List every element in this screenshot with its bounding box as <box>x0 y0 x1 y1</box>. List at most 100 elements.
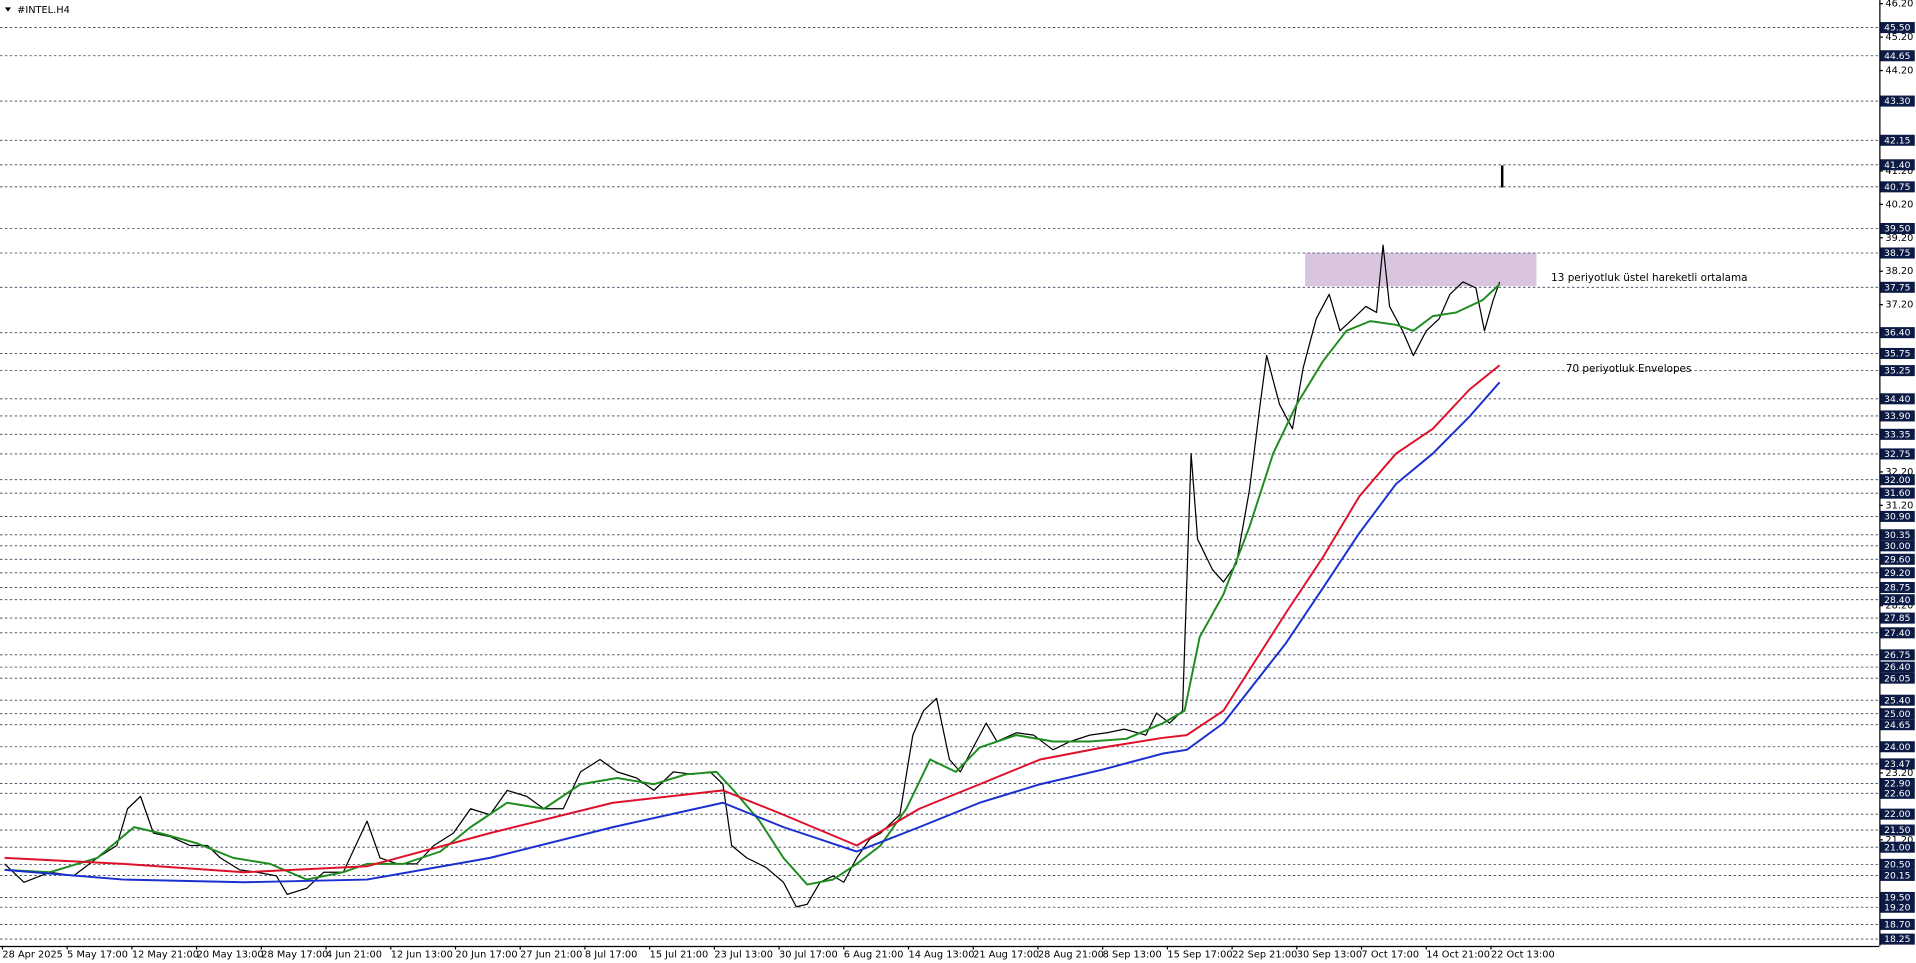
level-label: 25.40 <box>1884 695 1910 706</box>
level-label-box <box>1880 22 1915 34</box>
annotation: 70 periyotluk Envelopes <box>1566 363 1692 375</box>
level-label: 29.60 <box>1884 554 1910 565</box>
level-label-box <box>1880 869 1915 881</box>
level-label: 19.50 <box>1884 893 1910 904</box>
y-tick-label: 31.20 <box>1885 500 1913 511</box>
level-label: 42.15 <box>1884 135 1910 146</box>
level-label: 37.75 <box>1884 282 1910 293</box>
x-tick-label: 4 Jun 21:00 <box>326 949 382 960</box>
y-tick-label: 32.20 <box>1885 467 1913 478</box>
chart-title: #INTEL.H4 <box>17 5 70 16</box>
level-label: 26.75 <box>1884 650 1910 661</box>
x-tick-label: 14 Aug 13:00 <box>909 949 975 960</box>
level-label-box <box>1880 787 1915 799</box>
x-tick-label: 21 Aug 17:00 <box>973 949 1039 960</box>
y-tick-label: 28.20 <box>1885 601 1913 612</box>
level-label: 35.25 <box>1884 366 1910 377</box>
level-label: 18.70 <box>1884 920 1910 931</box>
level-label: 21.00 <box>1884 842 1910 853</box>
marks-layer <box>4 244 1501 908</box>
x-tick-label: 12 May 21:00 <box>132 949 199 960</box>
x-tick-label: 28 Apr 2025 <box>2 949 62 960</box>
level-label: 33.35 <box>1884 429 1910 440</box>
level-label: 26.40 <box>1884 662 1910 673</box>
x-tick-label: 28 May 17:00 <box>261 949 328 960</box>
level-label: 25.00 <box>1884 709 1910 720</box>
level-label: 38.75 <box>1884 248 1910 259</box>
x-tick-label: 15 Sep 17:00 <box>1167 949 1232 960</box>
level-label-box <box>1880 918 1915 930</box>
zone <box>1305 252 1537 287</box>
x-tick-label: 6 Aug 21:00 <box>844 949 904 960</box>
level-label-box <box>1880 247 1915 259</box>
level-label: 31.60 <box>1884 488 1910 499</box>
level-label-box <box>1880 487 1915 499</box>
level-label-box <box>1880 581 1915 593</box>
y-tick-label: 38.20 <box>1885 266 1913 277</box>
level-label-box <box>1880 741 1915 753</box>
level-label-box <box>1880 281 1915 293</box>
menu-arrow[interactable] <box>4 7 12 12</box>
level-label-box <box>1880 841 1915 853</box>
x-tick-label: 20 Jun 17:00 <box>455 949 517 960</box>
level-label: 27.40 <box>1884 628 1910 639</box>
level-label-box <box>1880 393 1915 405</box>
level-label-box <box>1880 159 1915 171</box>
level-label: 44.65 <box>1884 51 1910 62</box>
y-tick-label: 40.20 <box>1885 199 1913 210</box>
level-label: 23.47 <box>1884 759 1910 770</box>
level-label-box <box>1880 719 1915 731</box>
level-label: 41.40 <box>1884 160 1910 171</box>
level-label-box <box>1880 327 1915 339</box>
level-label-box <box>1880 222 1915 235</box>
x-tick-label: 7 Oct 17:00 <box>1362 949 1420 960</box>
y-tick-label: 21.20 <box>1885 835 1913 846</box>
y-tick-label: 45.20 <box>1885 32 1913 43</box>
level-label-box <box>1880 808 1915 820</box>
level-label-box <box>1880 474 1915 486</box>
x-tick-label: 14 Oct 21:00 <box>1426 949 1490 960</box>
level-label-box <box>1880 553 1915 565</box>
x-tick-label: 28 Aug 21:00 <box>1038 949 1104 960</box>
level-label-box <box>1880 181 1915 193</box>
level-label-box <box>1880 134 1915 146</box>
level-label-box <box>1880 891 1915 903</box>
level-label-box <box>1880 428 1915 440</box>
level-label-box <box>1880 410 1915 422</box>
level-label: 21.50 <box>1884 825 1910 836</box>
level-label-box <box>1880 824 1915 836</box>
level-label: 20.15 <box>1884 871 1910 882</box>
level-label: 45.50 <box>1884 23 1910 34</box>
level-label-box <box>1880 661 1915 673</box>
x-tick-label: 8 Sep 13:00 <box>1103 949 1162 960</box>
indicator-line <box>4 364 1501 874</box>
level-label: 29.20 <box>1884 568 1910 579</box>
level-label: 26.05 <box>1884 673 1910 684</box>
level-label-box <box>1880 694 1915 706</box>
level-label-box <box>1880 858 1915 870</box>
level-label-box <box>1880 777 1915 790</box>
level-label: 18.25 <box>1884 934 1910 945</box>
level-label-box <box>1880 901 1915 913</box>
y-tick-label: 41.20 <box>1885 166 1913 177</box>
level-label: 36.40 <box>1884 328 1910 339</box>
level-label: 30.35 <box>1884 530 1910 541</box>
level-label-box <box>1880 933 1915 945</box>
level-label: 32.00 <box>1884 475 1910 486</box>
level-label: 43.30 <box>1884 96 1910 107</box>
x-tick-label: 30 Sep 13:00 <box>1297 949 1362 960</box>
level-label: 28.40 <box>1884 595 1910 606</box>
level-label-box <box>1880 540 1915 552</box>
level-label-box <box>1880 510 1915 522</box>
level-label: 27.85 <box>1884 613 1910 624</box>
grid-layer <box>0 3 1883 950</box>
level-label-box <box>1880 649 1915 661</box>
level-label: 40.75 <box>1884 182 1910 193</box>
x-tick-label: 12 Jun 13:00 <box>391 949 453 960</box>
x-tick-label: 15 Jul 21:00 <box>650 949 709 960</box>
x-tick-label: 23 Jul 13:00 <box>714 949 773 960</box>
level-label: 24.00 <box>1884 742 1910 753</box>
level-label-box <box>1880 672 1915 684</box>
